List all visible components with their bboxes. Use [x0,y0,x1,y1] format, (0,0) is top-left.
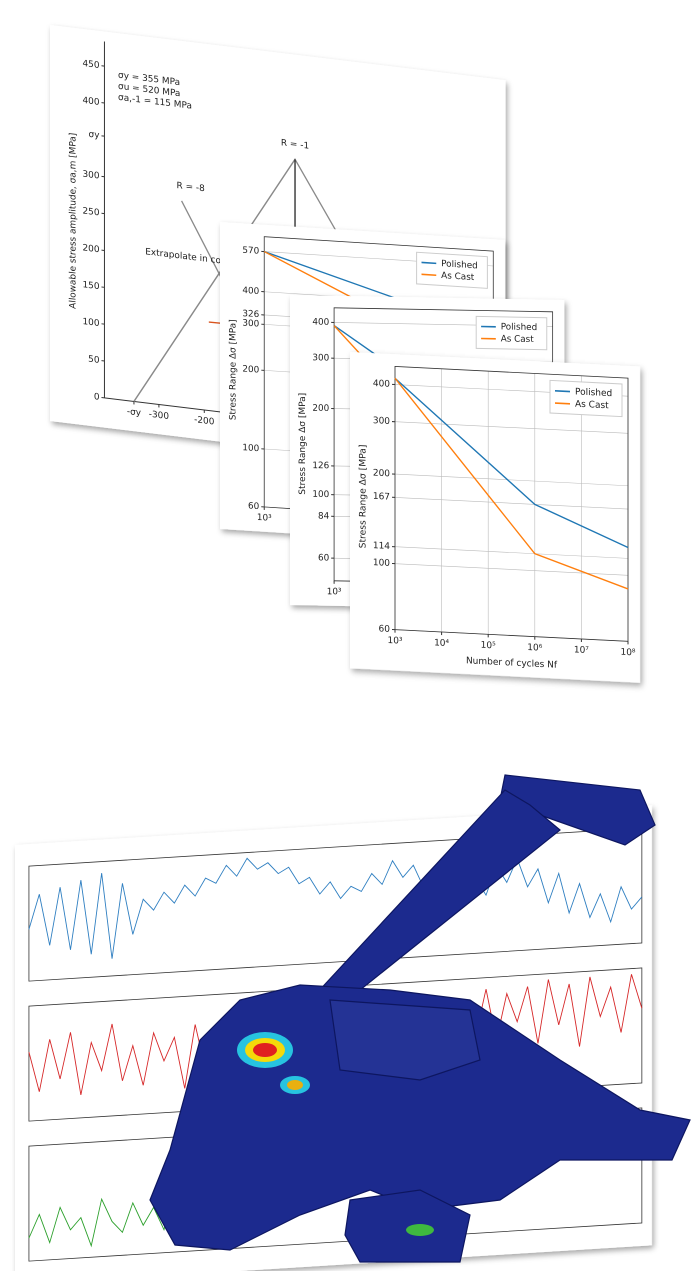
y-axis-label: Stress Range Δσ [MPa] [228,319,238,420]
x-tick-label: 10⁸ [620,648,635,659]
y-tick-label: 200 [82,243,99,255]
y-tick-label: 100 [312,490,329,500]
chart-card: 60 100 114 167 200 300 400 10³ 10⁴ 10⁵ 10⁶ 10⁷ 10⁸ St… [350,352,640,683]
y-tick-label: 400 [373,379,390,390]
legend-label: Polished [501,322,537,333]
legend-swatch [555,391,570,392]
page: Fatigue analysis illustration {"chart_da… [0,0,692,1271]
y-tick-label: 100 [373,558,390,569]
dash-panel [330,1000,480,1080]
hotspot [287,1080,303,1090]
y-axis-label: Allowable stress amplitude, σa,m [MPa] [68,132,78,309]
legend-label: As Cast [575,400,609,412]
y-tick-label: 450 [82,59,99,71]
legend-label: As Cast [441,271,475,283]
y-tick-label: 100 [82,317,99,329]
y-tick-label: 50 [88,355,100,366]
y-tick-label: 326 [242,309,259,320]
y-tick-label: 300 [373,416,390,427]
y-tick-label: 150 [82,280,99,292]
x-tick-label: 10³ [257,513,272,524]
x-tick-label: 10⁵ [481,641,496,652]
y-tick-label: 400 [242,286,259,297]
illustration: 050100150200250300σy400450-σy-300-200All… [0,0,692,1271]
y-tick-label: 200 [312,404,329,414]
y-tick-label: 60 [248,501,260,512]
y-tick-label: 114 [373,541,390,552]
y-axis-label: Stress Range Δσ [MPa] [298,393,308,495]
x-tick-label: -σy [127,407,142,419]
y-axis-label: Stress Range Δσ [MPa] [359,444,369,548]
y-tick-label: 100 [242,443,259,454]
y-tick-label: 0 [94,392,100,403]
legend-swatch [422,274,437,275]
legend-swatch [555,403,570,404]
hotspot [406,1224,434,1236]
y-tick-label: 400 [82,96,99,108]
y-tick-label: 300 [242,318,259,329]
y-tick-label: 570 [242,246,259,257]
y-tick-label: 250 [82,206,99,218]
legend-swatch [422,262,437,263]
x-tick-label: 10⁴ [434,638,449,649]
y-tick-label: 84 [318,512,330,522]
y-tick-label: 400 [312,318,329,328]
legend-label: As Cast [501,334,535,345]
y-tick-label: 167 [373,492,390,503]
y-tick-label: σy [89,130,101,141]
x-tick-label: 10³ [327,587,342,597]
x-tick-label: 10³ [387,636,402,647]
y-tick-label: 200 [242,364,259,375]
y-tick-label: 60 [318,553,330,563]
y-tick-label: 300 [82,170,99,182]
x-tick-label: 10⁶ [527,643,542,654]
x-tick-label: 10⁷ [574,645,589,656]
y-tick-label: 200 [373,468,390,479]
hotspot [253,1043,277,1057]
y-tick-label: 300 [312,353,329,363]
y-tick-label: 126 [312,461,329,471]
legend-label: Polished [575,387,612,399]
y-tick-label: 60 [379,624,391,635]
body: 050100150200250300σy400450-σy-300-200All… [0,0,692,1271]
